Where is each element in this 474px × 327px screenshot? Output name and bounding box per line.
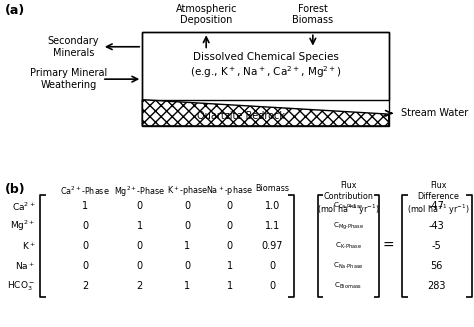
Text: 0: 0: [184, 261, 190, 271]
Text: (b): (b): [5, 183, 26, 196]
Text: Na$^+$-phase: Na$^+$-phase: [207, 184, 253, 198]
Text: C$_{\mathrm{Na\text{-}Phase}}$: C$_{\mathrm{Na\text{-}Phase}}$: [333, 261, 364, 271]
Text: 1.0: 1.0: [265, 201, 280, 211]
Text: Ca$^{2+}$: Ca$^{2+}$: [12, 200, 36, 213]
Text: 0: 0: [82, 241, 88, 251]
Text: 1.1: 1.1: [265, 221, 280, 231]
Text: K$^+$-phase: K$^+$-phase: [167, 184, 208, 198]
Polygon shape: [142, 100, 389, 126]
Text: 0: 0: [227, 221, 233, 231]
Text: 0: 0: [227, 241, 233, 251]
Text: (a): (a): [5, 4, 25, 17]
Bar: [142, 32, 389, 100]
Text: 1: 1: [184, 281, 190, 291]
Text: Ca$^{2+}$-Phase: Ca$^{2+}$-Phase: [61, 184, 110, 197]
Text: 0: 0: [227, 201, 233, 211]
Text: -43: -43: [429, 221, 445, 231]
Text: 1: 1: [82, 201, 88, 211]
Text: 2: 2: [82, 281, 89, 291]
Text: 56: 56: [430, 261, 443, 271]
Text: 1: 1: [137, 221, 143, 231]
Text: 0: 0: [82, 261, 88, 271]
Text: 2: 2: [137, 281, 143, 291]
Text: 0: 0: [270, 261, 275, 271]
Text: 0: 0: [184, 221, 190, 231]
Text: Na$^+$: Na$^+$: [15, 260, 36, 272]
Text: Dissolved Chemical Species
(e.g., K$^+$, Na$^+$, Ca$^{2+}$, Mg$^{2+}$): Dissolved Chemical Species (e.g., K$^+$,…: [190, 52, 341, 80]
Text: 1: 1: [227, 281, 233, 291]
Text: C$_{\mathrm{Mg\text{-}Phase}}$: C$_{\mathrm{Mg\text{-}Phase}}$: [333, 220, 364, 232]
Text: C$_{\mathrm{Ca\text{-}Phase}}$: C$_{\mathrm{Ca\text{-}Phase}}$: [333, 201, 364, 212]
Text: Flux
Contribution
(mol ha$^{-1}$ yr$^{-1}$): Flux Contribution (mol ha$^{-1}$ yr$^{-1…: [317, 181, 380, 217]
Text: Flux
Difference
(mol ha$^{-1}$ yr$^{-1}$): Flux Difference (mol ha$^{-1}$ yr$^{-1}$…: [407, 181, 470, 217]
Text: 1: 1: [184, 241, 190, 251]
Text: Biomass: Biomass: [255, 184, 290, 193]
Bar: [142, 32, 389, 126]
Text: Atmospheric
Deposition: Atmospheric Deposition: [175, 4, 237, 25]
Text: 0: 0: [137, 241, 143, 251]
Text: Secondary
Minerals: Secondary Minerals: [48, 36, 99, 58]
Text: 0: 0: [270, 281, 275, 291]
Text: Forest
Biomass: Forest Biomass: [292, 4, 333, 25]
Text: Mg$^{2+}$-Phase: Mg$^{2+}$-Phase: [114, 184, 165, 199]
Text: K$^+$: K$^+$: [22, 240, 36, 252]
Text: Primary Mineral
Weathering: Primary Mineral Weathering: [30, 68, 107, 90]
Text: 0: 0: [137, 261, 143, 271]
Text: Quartzite Bedrock: Quartzite Bedrock: [197, 111, 285, 121]
Text: 0.97: 0.97: [262, 241, 283, 251]
Text: -47: -47: [429, 201, 445, 211]
Text: 0: 0: [184, 201, 190, 211]
Text: =: =: [383, 239, 394, 253]
Text: 0: 0: [82, 221, 88, 231]
Text: Mg$^{2+}$: Mg$^{2+}$: [10, 219, 36, 233]
Text: C$_{\mathrm{Biomass}}$: C$_{\mathrm{Biomass}}$: [334, 281, 363, 291]
Text: 1: 1: [227, 261, 233, 271]
Text: C$_{\mathrm{K\text{-}Phase}}$: C$_{\mathrm{K\text{-}Phase}}$: [335, 241, 362, 251]
Text: 0: 0: [137, 201, 143, 211]
Text: -5: -5: [432, 241, 442, 251]
Text: 283: 283: [428, 281, 446, 291]
Text: Stream Water: Stream Water: [401, 108, 468, 118]
Text: HCO$_3^-$: HCO$_3^-$: [8, 279, 36, 293]
